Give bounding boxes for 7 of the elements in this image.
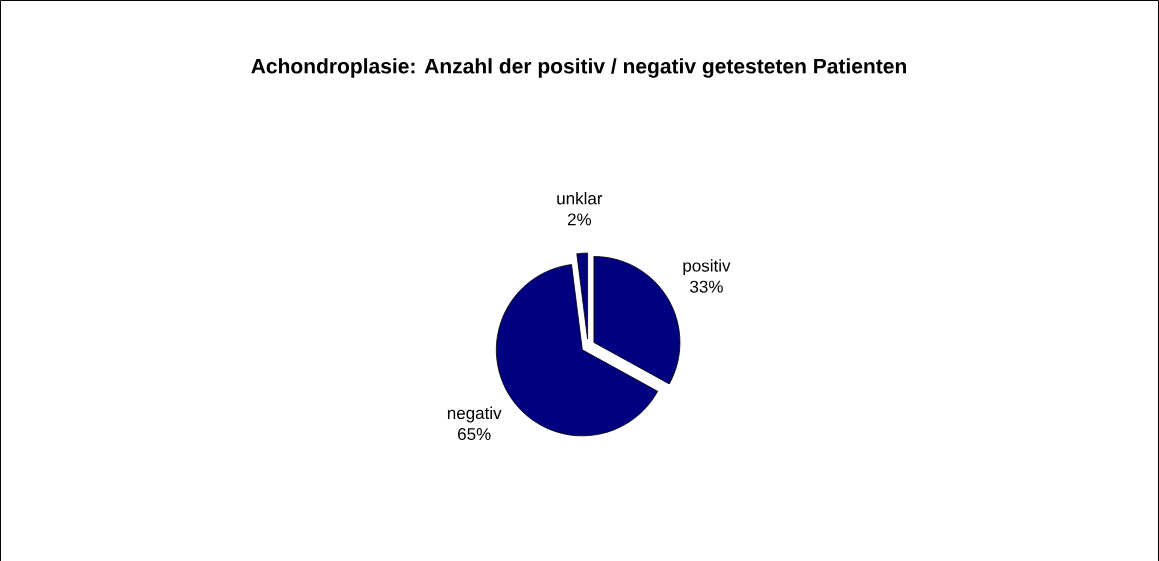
- data-label: 33%: [690, 280, 723, 293]
- data-label: 2%: [567, 213, 592, 226]
- chart-title: Achondroplasie: Anzahl der positiv / negativ getesteten Patienten: [251, 58, 906, 78]
- slice-label: positiv: [683, 259, 731, 276]
- slice-label: unklar: [557, 191, 603, 205]
- data-label: 65%: [458, 428, 491, 441]
- slice-label: negativ: [447, 406, 502, 423]
